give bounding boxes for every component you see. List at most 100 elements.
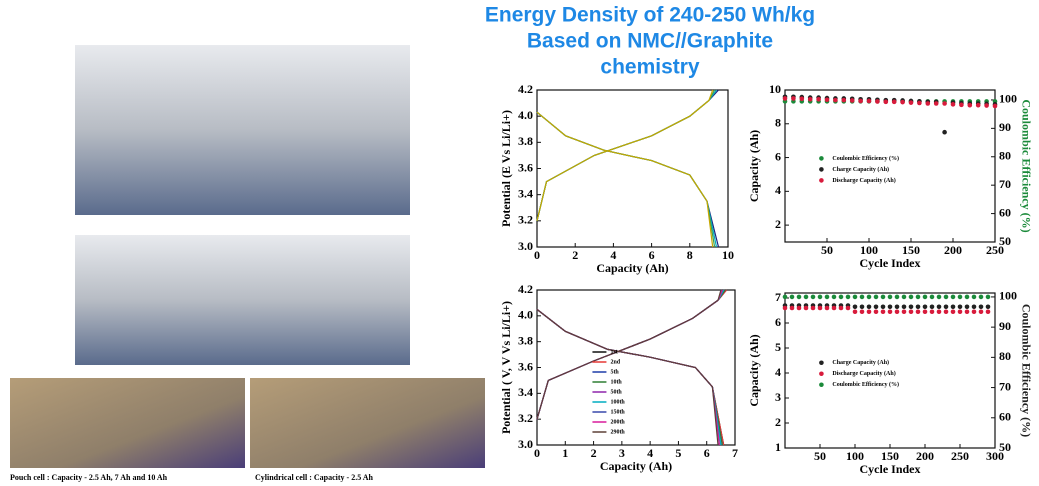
y2-tick-label: 60 [999, 410, 1011, 424]
point [825, 295, 830, 300]
y2-tick-label: 80 [999, 349, 1011, 363]
point [902, 295, 907, 300]
point [842, 98, 847, 103]
y-tick-label: 7 [775, 290, 781, 304]
legend-label: Discharge Capacity (Ah) [832, 370, 895, 377]
y2-tick-label: 50 [999, 234, 1011, 248]
plot-frame [785, 90, 995, 242]
point [944, 295, 949, 300]
point [958, 295, 963, 300]
point [853, 304, 858, 309]
point [934, 101, 939, 106]
point [832, 306, 837, 311]
point [923, 295, 928, 300]
point [916, 304, 921, 309]
legend-label: 5th [610, 369, 619, 375]
point [884, 100, 889, 105]
y2-tick-label: 50 [999, 440, 1011, 454]
point [839, 295, 844, 300]
x-tick-label: 1 [562, 446, 568, 460]
point [909, 295, 914, 300]
y-tick-label: 3 [775, 390, 781, 404]
point [783, 306, 788, 311]
point [900, 100, 905, 105]
point [804, 306, 809, 311]
y-tick-label: 4.0 [518, 308, 533, 322]
legend-swatch [819, 382, 824, 387]
x-tick-label: 250 [951, 449, 969, 463]
point [808, 97, 813, 102]
point [958, 309, 963, 314]
point [917, 101, 922, 106]
point [930, 309, 935, 314]
cylindrical-cell-photo [250, 378, 485, 468]
point [875, 99, 880, 104]
y-tick-label: 4.2 [518, 282, 533, 296]
legend-swatch [819, 178, 824, 183]
point [895, 295, 900, 300]
y-tick-label: 3.8 [518, 333, 533, 347]
legend-label: Charge Capacity (Ah) [832, 166, 889, 173]
y-tick-label: 4.0 [518, 108, 533, 122]
x-tick-label: 100 [860, 243, 878, 257]
point [860, 295, 865, 300]
point [853, 309, 858, 314]
legend-label: 200th [610, 419, 625, 425]
plot-frame [537, 90, 728, 247]
title: Energy Density of 240-250 Wh/kg [485, 4, 815, 27]
y2-tick-label: 100 [999, 92, 1017, 106]
point [846, 306, 851, 311]
y-axis-label: Capacity (Ah) [747, 334, 761, 406]
point [832, 295, 837, 300]
title: Based on NMC//Graphite [527, 30, 773, 53]
legend-label: 150th [610, 409, 625, 415]
x-tick-label: 200 [944, 243, 962, 257]
x-tick-label: 0 [534, 248, 540, 262]
curve [537, 90, 715, 247]
x-tick-label: 6 [649, 248, 655, 262]
point [951, 295, 956, 300]
point [790, 306, 795, 311]
x-tick-label: 8 [687, 248, 693, 262]
point [923, 309, 928, 314]
point [909, 309, 914, 314]
point [895, 304, 900, 309]
point [986, 309, 991, 314]
y-tick-label: 2 [775, 217, 781, 231]
y-tick-label: 3.0 [518, 239, 533, 253]
y-tick-label: 4 [775, 365, 781, 379]
point [965, 309, 970, 314]
legend-swatch [819, 167, 824, 172]
caption: Pouch cell : Capacity - 2.5 Ah, 7 Ah and… [10, 473, 168, 482]
point [937, 309, 942, 314]
point [839, 306, 844, 311]
y-tick-label: 3.6 [518, 359, 533, 373]
x-tick-label: 150 [881, 449, 899, 463]
slide: Pouch cell : Capacity - 2.5 Ah, 7 Ah and… [0, 0, 1039, 486]
point [860, 304, 865, 309]
x-tick-label: 2 [591, 446, 597, 460]
lab-photo [75, 45, 410, 215]
point [867, 99, 872, 104]
y2-tick-label: 90 [999, 120, 1011, 134]
x-axis-label: Cycle Index [860, 256, 921, 270]
y2-axis-label: Coulombic Efficiency (%) [1019, 99, 1033, 232]
point [993, 104, 998, 109]
point [895, 309, 900, 314]
x-axis-label: Capacity (Ah) [600, 459, 672, 473]
point [881, 309, 886, 314]
point [874, 304, 879, 309]
point [797, 306, 802, 311]
y-tick-label: 3.2 [518, 411, 533, 425]
y-tick-label: 2 [775, 415, 781, 429]
point [867, 304, 872, 309]
point [972, 304, 977, 309]
x-tick-label: 2 [572, 248, 578, 262]
point [986, 295, 991, 300]
y-axis-label: Potential ( V, V Vs Li/Li+) [499, 301, 513, 434]
point [916, 309, 921, 314]
point [942, 130, 947, 135]
point [833, 98, 838, 103]
x-tick-label: 4 [647, 446, 653, 460]
x-tick-label: 5 [675, 446, 681, 460]
